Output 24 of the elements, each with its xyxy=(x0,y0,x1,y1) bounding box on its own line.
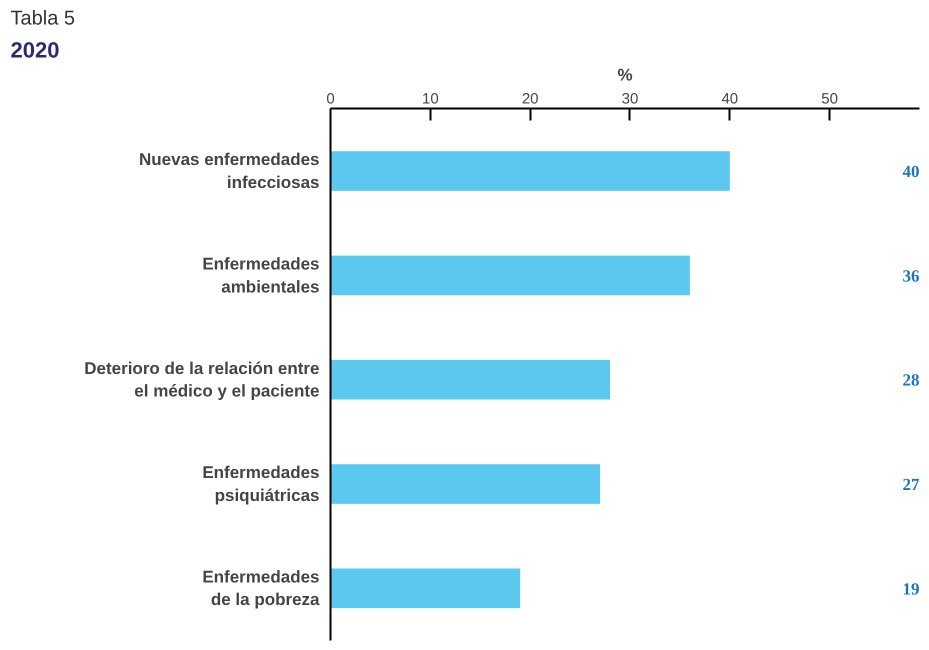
y-tick-label: Enfermedades psiquiátricas xyxy=(202,463,320,505)
x-tick-label: 0 xyxy=(326,90,335,108)
bar xyxy=(330,568,520,608)
data-label: 40 xyxy=(902,162,920,182)
y-tick-label: Nuevas enfermedades infecciosas xyxy=(139,150,320,192)
text: Tabla 5 xyxy=(10,8,75,30)
data-label: 28 xyxy=(902,370,920,390)
bar xyxy=(330,256,690,296)
x-tick-label: 40 xyxy=(721,90,738,108)
x-tick-label: 30 xyxy=(622,90,638,108)
bar xyxy=(330,360,610,400)
y-tick-label: Deterioro de la relación entre el médico y el paciente xyxy=(84,358,320,401)
text: 2020 xyxy=(10,38,60,62)
y-tick-label: Enfermedades ambientales xyxy=(202,254,320,296)
data-label: 19 xyxy=(902,579,920,598)
bar xyxy=(330,151,730,191)
data-label: 36 xyxy=(902,266,920,286)
y-tick-label: Enfermedades de la pobreza xyxy=(202,567,320,610)
x-tick-label: 50 xyxy=(821,90,838,108)
x-axis-title: % xyxy=(617,66,633,84)
data-label: 27 xyxy=(902,475,920,494)
x-tick-label: 20 xyxy=(522,90,539,108)
bar xyxy=(330,464,600,504)
x-tick-label: 10 xyxy=(422,90,439,108)
